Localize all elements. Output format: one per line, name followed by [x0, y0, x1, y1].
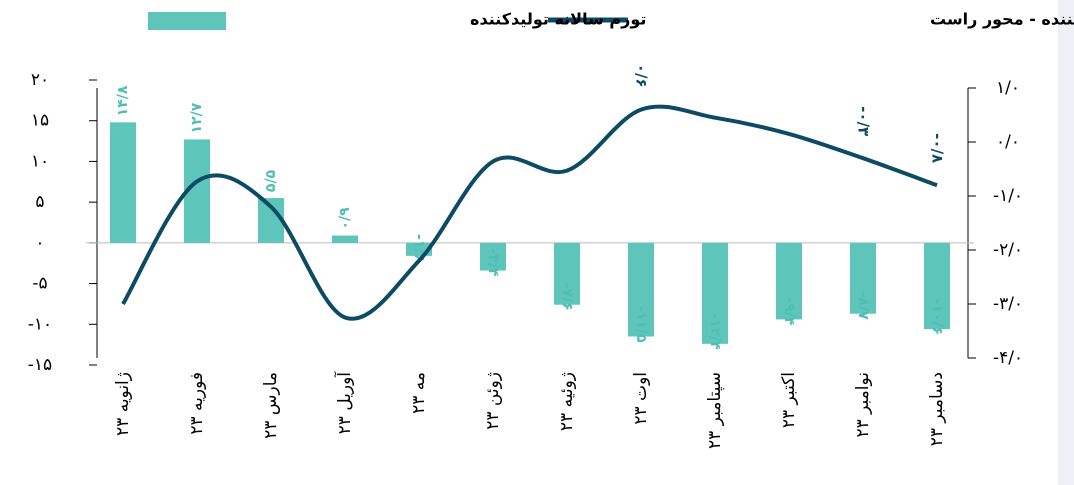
data-label: -۳/۴	[485, 249, 501, 277]
x-tick-label: اوت ۲۳	[631, 372, 651, 425]
x-tick-label: دسامبر ۲۳	[927, 372, 947, 446]
data-label: -۱۰/۶	[929, 299, 945, 336]
bar	[776, 242, 802, 320]
y2-tick-label: -۴/۰	[993, 348, 1023, 368]
bar	[110, 122, 136, 243]
x-tick-label: سپتامبر ۲۳	[705, 372, 725, 449]
data-label: ۰/۹	[337, 207, 353, 230]
x-tick-label: مارس ۲۳	[261, 372, 281, 439]
line-data-label: -۰/۸	[929, 133, 947, 163]
x-tick-label: ژانویه ۲۳	[113, 372, 133, 436]
y-tick-label: ۵	[35, 192, 44, 212]
x-tick-label: ژوئیه ۲۳	[557, 372, 577, 431]
bar	[850, 242, 876, 314]
data-label: -۱/۶	[411, 234, 427, 262]
bar	[480, 242, 506, 271]
x-tick-label: آوریل ۲۳	[333, 371, 355, 435]
legend-bar-swatch	[148, 12, 226, 30]
side-panel	[1058, 0, 1074, 485]
x-tick-label: نوامبر ۲۳	[853, 372, 873, 438]
y-tick-label: ۱۰	[31, 151, 49, 171]
y-tick-label: -۱۵	[28, 355, 52, 375]
data-label: -۹/۴	[781, 297, 797, 325]
x-tick-label: فوریه ۲۳	[187, 372, 207, 435]
bar	[628, 242, 654, 337]
line-data-label: -۰/۳	[855, 106, 873, 136]
line-data-label: ۰/۶	[633, 64, 651, 88]
y2-tick-label: ۰/۰	[996, 132, 1020, 152]
y-tick-label: -۵	[32, 274, 47, 294]
bar	[702, 242, 728, 344]
bar	[924, 242, 950, 330]
y-tick-label: ۲۰	[31, 70, 49, 90]
data-label: -۱۱/۵	[633, 306, 649, 343]
y2-tick-label: -۱/۰	[993, 186, 1023, 206]
data-label: -۸/۷	[855, 292, 871, 320]
y-tick-label: ۰	[35, 233, 44, 253]
legend-label: تورم سالانه تولیدکننده	[470, 10, 646, 29]
x-tick-label: اکتبر ۲۳	[779, 372, 799, 428]
legend-label: تورم ماهانه تولیدکننده - محور راست	[930, 10, 1074, 29]
x-tick-label: مه ۲۳	[409, 372, 429, 414]
y-tick-label: ۱۵	[31, 111, 49, 131]
bar	[554, 242, 580, 305]
data-label: ۵/۵	[263, 169, 279, 192]
line	[121, 104, 938, 321]
bar	[332, 235, 358, 243]
y2-tick-label: -۲/۰	[993, 240, 1023, 260]
data-label: -۱۲/۴	[707, 313, 723, 350]
data-label: ۱۲/۷	[189, 102, 205, 133]
data-label: ۱۴/۸	[115, 85, 131, 116]
data-label: -۷/۶	[559, 283, 575, 311]
y2-tick-label: ۱/۰	[996, 78, 1020, 98]
x-tick-label: ژوئن ۲۳	[483, 372, 503, 430]
y2-tick-label: -۳/۰	[993, 294, 1023, 314]
y-tick-label: -۱۰	[28, 314, 52, 334]
